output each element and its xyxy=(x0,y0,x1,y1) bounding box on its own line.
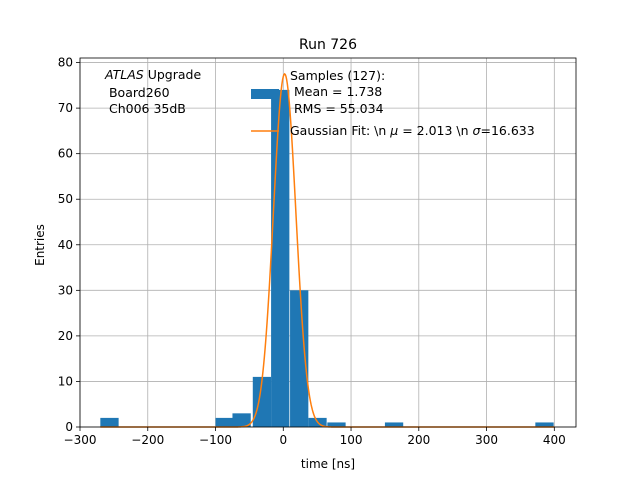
legend-fit-sigma: σ xyxy=(473,123,482,138)
x-tick-label: 400 xyxy=(543,433,566,447)
legend-fit-label: Gaussian Fit: \n μ = 2.013 \n σ=16.633 xyxy=(290,123,535,138)
histogram-bar xyxy=(290,290,309,427)
annotation-line-2: Board260 xyxy=(105,85,170,100)
histogram-bar xyxy=(384,422,404,427)
y-tick-label: 50 xyxy=(58,192,73,206)
axis-ticks: −300 −200 −100 0 100 200 300 400 0 10 20 30 40 50 60 70… xyxy=(58,56,566,447)
x-tick-label: 0 xyxy=(279,433,287,447)
x-axis-label: time [ns] xyxy=(301,457,355,471)
x-tick-label: 300 xyxy=(475,433,498,447)
histogram-bar xyxy=(232,413,251,427)
y-tick-label: 60 xyxy=(58,147,73,161)
histogram-bar xyxy=(327,422,346,427)
y-tick-label: 40 xyxy=(58,238,73,252)
plot-frame xyxy=(79,57,577,428)
annotation-line-3: Ch006 35dB xyxy=(105,101,186,116)
histogram-bar xyxy=(215,417,234,427)
annotation-line-1: ATLAS Upgrade xyxy=(104,67,201,82)
y-axis-label: Entries xyxy=(33,224,47,266)
annotation-atlas: ATLAS xyxy=(104,67,144,82)
x-tick-label: 100 xyxy=(340,433,363,447)
legend-fit-prefix: Gaussian Fit: \n xyxy=(290,123,390,138)
x-tick-label: 200 xyxy=(407,433,430,447)
histogram-bar xyxy=(252,376,272,427)
chart-title: Run 726 xyxy=(299,37,357,53)
histogram-bar xyxy=(535,422,554,427)
y-tick-label: 80 xyxy=(58,56,73,70)
y-tick-label: 10 xyxy=(58,374,73,388)
y-tick-label: 30 xyxy=(58,283,73,297)
legend: Samples (127): Mean = 1.738 RMS = 55.034… xyxy=(251,68,535,138)
legend-hist-swatch xyxy=(251,89,279,99)
histogram-bar xyxy=(100,417,119,427)
y-tick-label: 0 xyxy=(65,420,73,434)
legend-hist-line-1: Samples (127): xyxy=(290,68,385,83)
legend-fit-mid: = 2.013 \n xyxy=(398,123,472,138)
x-tick-label: −200 xyxy=(131,433,164,447)
x-tick-label: −300 xyxy=(64,433,97,447)
histogram-bar xyxy=(271,89,290,427)
annotation-text: ATLAS Upgrade Board260 Ch006 35dB xyxy=(104,67,201,116)
y-tick-label: 20 xyxy=(58,329,73,343)
x-tick-label: −100 xyxy=(199,433,232,447)
annotation-upgrade: Upgrade xyxy=(144,67,202,82)
legend-hist-line-3: RMS = 55.034 xyxy=(290,101,384,116)
y-tick-label: 70 xyxy=(58,101,73,115)
legend-hist-line-2: Mean = 1.738 xyxy=(290,84,382,99)
legend-fit-suffix: =16.633 xyxy=(480,123,534,138)
legend-fit-mu: μ xyxy=(389,123,398,138)
